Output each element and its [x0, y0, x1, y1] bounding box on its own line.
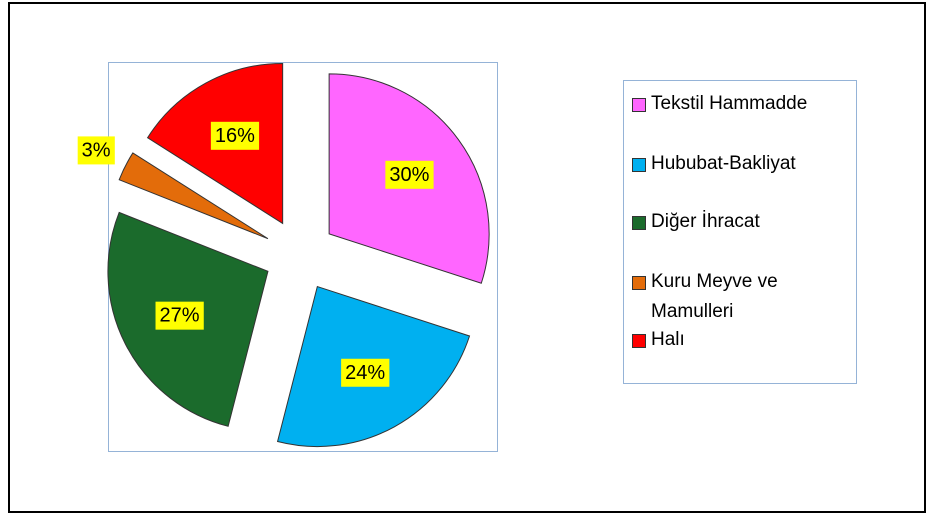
legend-swatch: [632, 158, 646, 172]
legend-item: Tekstil Hammadde: [632, 89, 854, 119]
legend-label: Halı: [651, 329, 685, 350]
legend-label: Hububat-Bakliyat: [651, 153, 796, 174]
legend-label: Diğer İhracat: [651, 211, 760, 232]
data-label-bg: [155, 301, 204, 330]
data-label: 3%: [82, 139, 111, 161]
legend-item: Halı: [632, 325, 854, 355]
data-label-group: 3%: [77, 136, 115, 165]
legend: Tekstil Hammadde Hububat-Bakliyat Diğer İh…: [623, 80, 857, 384]
data-label-bg: [385, 160, 434, 189]
pie-slice: [118, 152, 269, 240]
legend-item: Kuru Meyve ve Mamulleri: [632, 267, 802, 327]
data-label: 24%: [345, 362, 385, 384]
data-label: 16%: [215, 125, 255, 147]
legend-swatch: [632, 334, 646, 348]
frame: [8, 2, 926, 513]
legend-item: Hububat-Bakliyat: [632, 149, 854, 179]
data-label-group: 24%: [341, 358, 390, 387]
legend-swatch: [632, 98, 646, 112]
data-label-group: 27%: [155, 301, 204, 330]
data-label-bg: [210, 121, 260, 150]
data-label: 30%: [389, 164, 429, 186]
legend-swatch: [632, 216, 646, 230]
legend-item: Diğer İhracat: [632, 207, 854, 237]
legend-swatch: [632, 276, 646, 290]
data-label-group: 30%: [385, 160, 434, 189]
data-label: 27%: [160, 305, 200, 327]
data-label-bg: [77, 136, 115, 165]
data-label-group: 16%: [210, 121, 260, 150]
legend-label: Kuru Meyve ve Mamulleri: [651, 271, 778, 322]
data-label-bg: [341, 358, 390, 387]
legend-label: Tekstil Hammadde: [651, 93, 808, 114]
